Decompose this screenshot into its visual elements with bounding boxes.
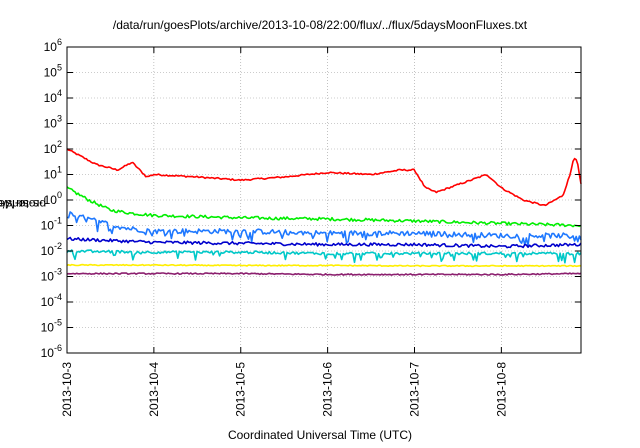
x-tick-label: 2013-10-7 [407,362,421,417]
x-tick-label: 2013-10-4 [147,362,161,417]
y-axis: 10-6 10-5 10-4 10-3 10-2 10-1 100 101 102 103 104 1… [41,37,581,360]
grid-lines [67,47,581,353]
y-tick-label: 105 [44,63,62,80]
chart-title: /data/run/goesPlots/archive/2013-10-08/2… [112,18,528,32]
y-tick-label: 100 [44,190,62,207]
y-tick-label: 10-3 [41,267,62,284]
series-line [66,249,582,264]
y-tick-label: 102 [44,139,62,156]
series-line [66,211,582,247]
series-line [66,263,582,268]
y-tick-label: 10-2 [41,241,62,258]
x-tick-label: 2013-10-6 [321,362,335,417]
series-lines [66,148,582,276]
plot-frame [66,46,582,354]
y-tick-label: 103 [44,114,62,131]
y-tick-label: 10-1 [41,216,62,233]
y-tick-label: 10-6 [41,343,62,360]
x-axis: 2013-10-3 2013-10-4 2013-10-5 2013-10-6 2013… [60,47,508,417]
y-tick-label: 106 [44,37,62,54]
series-line [66,148,582,207]
y-tick-label: 104 [44,88,62,105]
x-tick-label: 2013-10-5 [234,362,248,417]
y-tick-label: 10-5 [41,318,62,335]
series-line [66,272,582,276]
x-tick-label: 2013-10-8 [494,362,508,417]
x-axis-label: Coordinated Universal Time (UTC) [227,428,413,442]
series-line [66,186,582,228]
y-tick-label: 10-4 [41,292,62,309]
series-line [66,236,582,249]
y-tick-label: 101 [44,165,62,182]
x-tick-label: 2013-10-3 [60,362,74,417]
